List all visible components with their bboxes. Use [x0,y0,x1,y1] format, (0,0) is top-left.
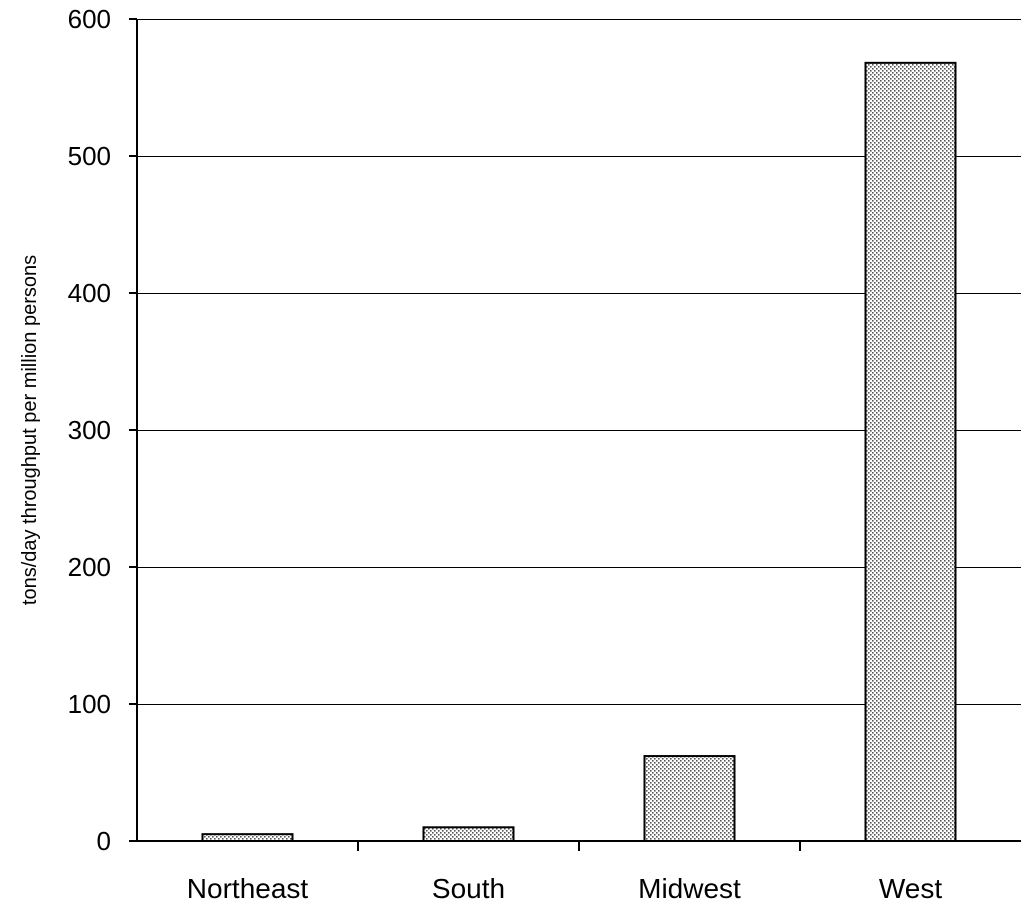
x-tick-label: Northeast [187,873,309,904]
y-axis-label: tons/day throughput per million persons [19,255,41,605]
bar-northeast [201,833,294,843]
y-tick-label: 600 [68,4,111,34]
bar-south [422,826,515,842]
y-tick-labels: 0 100 200 300 400 500 600 [68,4,111,856]
axes [129,18,1021,851]
x-tick-labels: Northeast South Midwest West [187,873,943,904]
y-tick-label: 0 [97,826,111,856]
bar-midwest [643,755,736,842]
x-tick-label: Midwest [638,873,741,904]
bar-west [864,61,957,842]
y-tick-label: 300 [68,415,111,445]
y-tick-label: 200 [68,552,111,582]
x-tick-label: South [432,873,505,904]
x-tick-label: West [879,873,942,904]
y-tick-label: 400 [68,278,111,308]
bars [201,61,957,843]
y-tick-label: 100 [68,689,111,719]
y-tick-label: 500 [68,141,111,171]
